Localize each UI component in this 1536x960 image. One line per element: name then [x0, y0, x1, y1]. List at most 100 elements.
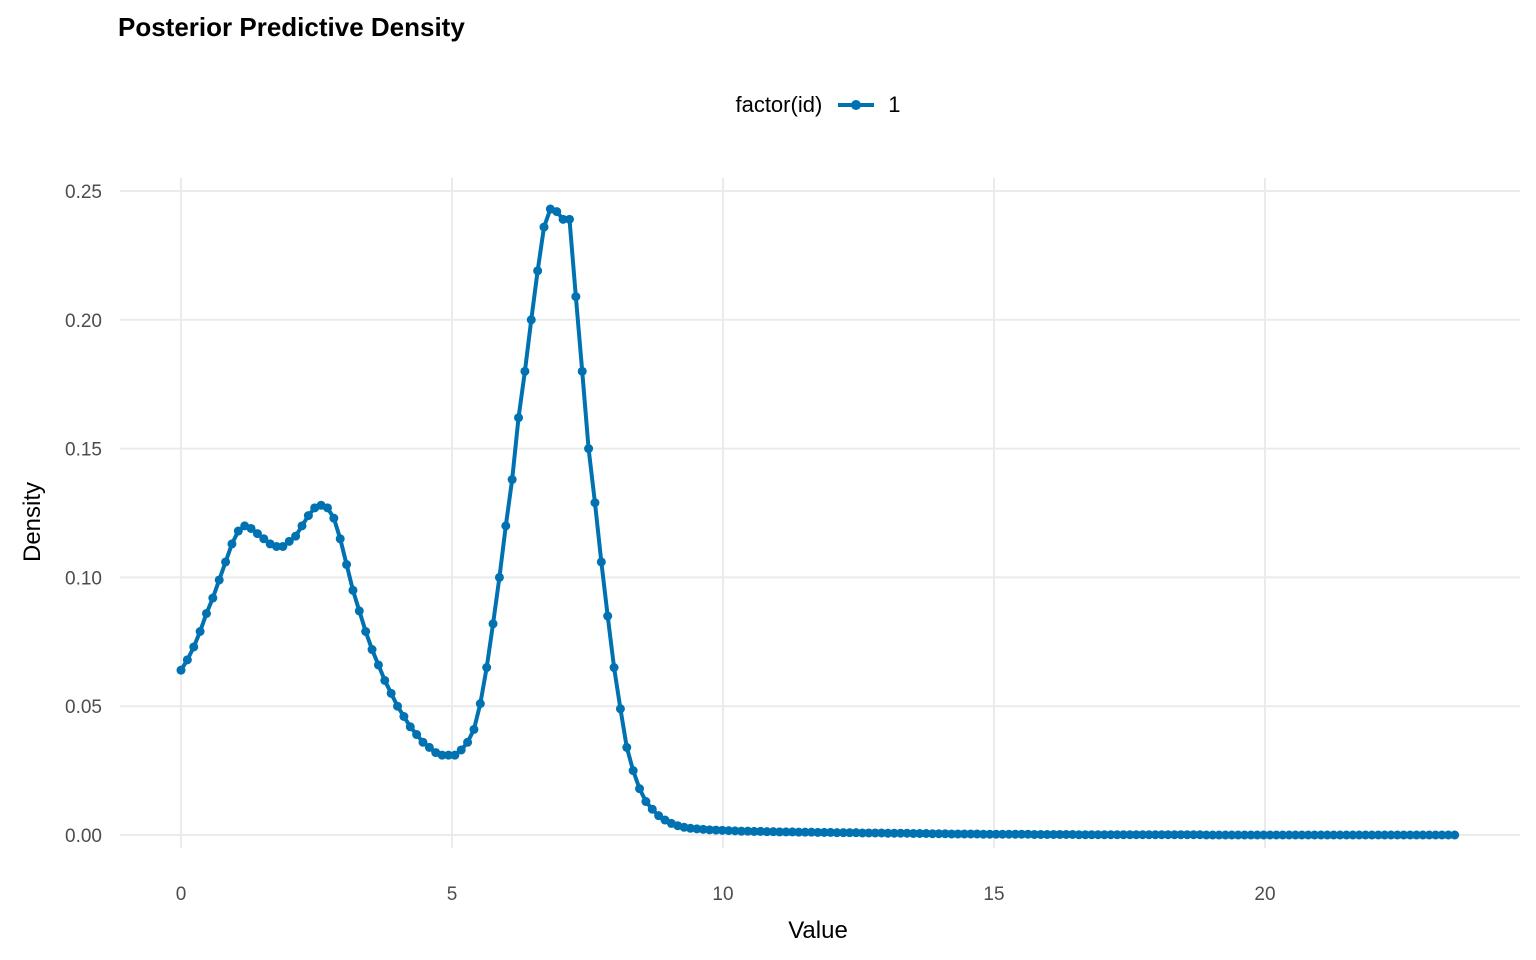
data-point: [291, 531, 301, 541]
data-point: [1010, 829, 1020, 839]
data-point: [641, 797, 651, 807]
data-point: [998, 829, 1008, 839]
data-point: [201, 608, 211, 618]
data-point: [373, 660, 383, 670]
data-point: [1252, 830, 1262, 840]
data-point: [361, 626, 371, 636]
data-point: [908, 828, 918, 838]
data-point: [208, 593, 218, 603]
data-point: [609, 663, 619, 673]
data-point: [367, 645, 377, 655]
x-tick-label: 10: [712, 884, 733, 905]
data-point: [1335, 830, 1345, 840]
data-point: [1220, 830, 1230, 840]
x-tick-label: 15: [983, 884, 1004, 905]
y-tick-label: 0.20: [65, 311, 102, 332]
data-point: [456, 745, 466, 755]
data-point: [1361, 830, 1371, 840]
data-point: [348, 585, 358, 595]
data-point: [705, 825, 715, 835]
data-point: [1131, 830, 1141, 840]
data-point: [488, 619, 498, 629]
legend-entry-1: 1: [888, 92, 901, 117]
data-point: [1182, 830, 1192, 840]
data-point: [437, 750, 447, 760]
data-point: [564, 214, 574, 224]
data-point: [1392, 830, 1402, 840]
data-point: [335, 534, 345, 544]
data-point: [749, 826, 759, 836]
data-point: [1246, 830, 1256, 840]
data-point: [991, 829, 1001, 839]
data-point: [1443, 830, 1453, 840]
data-point: [1195, 830, 1205, 840]
x-axis-title: Value: [788, 917, 848, 944]
data-point: [1418, 830, 1428, 840]
data-point: [654, 811, 664, 821]
data-point: [953, 829, 963, 839]
data-point: [787, 827, 797, 837]
data-point: [1163, 830, 1173, 840]
data-point: [870, 828, 880, 838]
data-point: [889, 828, 899, 838]
data-point: [284, 536, 294, 546]
data-point: [342, 560, 352, 570]
data-point: [1233, 830, 1243, 840]
data-point: [443, 750, 453, 760]
data-point: [1004, 829, 1014, 839]
data-point: [214, 575, 224, 585]
data-point: [1341, 830, 1351, 840]
y-tick-label: 0.10: [65, 568, 102, 589]
data-point: [303, 511, 313, 521]
data-point: [329, 513, 339, 523]
data-point: [1367, 830, 1377, 840]
data-point: [1265, 830, 1275, 840]
data-point: [966, 829, 976, 839]
data-point: [985, 829, 995, 839]
data-point: [297, 521, 307, 531]
data-point: [1240, 830, 1250, 840]
data-point: [1386, 830, 1396, 840]
data-point: [1214, 830, 1224, 840]
legend: factor(id) 1: [0, 92, 1536, 118]
data-point: [596, 557, 606, 567]
data-point: [584, 444, 594, 454]
data-point: [1411, 830, 1421, 840]
data-point: [794, 827, 804, 837]
data-point: [424, 742, 434, 752]
data-point: [252, 529, 262, 539]
data-point: [1437, 830, 1447, 840]
data-point: [520, 366, 530, 376]
data-point: [1169, 830, 1179, 840]
data-point: [730, 826, 740, 836]
data-point: [1023, 829, 1033, 839]
data-point: [1354, 830, 1364, 840]
data-point: [736, 826, 746, 836]
data-point: [1201, 830, 1211, 840]
data-point: [354, 606, 364, 616]
data-point: [259, 534, 269, 544]
data-point: [514, 413, 524, 423]
data-point: [1112, 830, 1122, 840]
y-tick-label: 0.00: [65, 826, 102, 847]
data-point: [1303, 830, 1313, 840]
data-point: [845, 828, 855, 838]
data-point: [940, 829, 950, 839]
data-point: [813, 827, 823, 837]
data-point: [921, 828, 931, 838]
data-point: [1310, 830, 1320, 840]
data-point: [1348, 830, 1358, 840]
data-point: [762, 827, 772, 837]
data-point: [405, 722, 415, 732]
data-point: [322, 503, 332, 513]
data-point: [1278, 830, 1288, 840]
data-point: [507, 475, 517, 485]
series-line: [179, 207, 1455, 837]
data-point: [1138, 830, 1148, 840]
data-point: [743, 826, 753, 836]
data-point: [482, 663, 492, 673]
data-point: [832, 828, 842, 838]
data-point: [1074, 830, 1084, 840]
data-point: [182, 655, 192, 665]
